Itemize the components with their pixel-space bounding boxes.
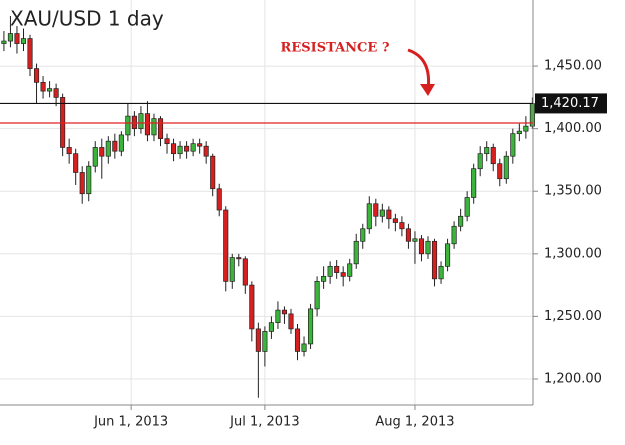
x-tick-label: Jul 1, 2013 <box>229 415 299 430</box>
candle-body <box>138 113 144 130</box>
candle-body <box>418 238 425 255</box>
candle-body <box>516 130 522 135</box>
candle-body <box>288 313 294 330</box>
candle-body <box>1 40 7 44</box>
candle-body <box>33 68 40 83</box>
last-price-label: 1,420.17 <box>541 96 599 111</box>
annotation-arrowhead <box>420 84 435 96</box>
candle-body <box>223 209 229 282</box>
candle-body <box>340 272 346 277</box>
candle-body <box>379 209 385 217</box>
candle-body <box>497 163 503 180</box>
candle-body <box>301 343 307 352</box>
candle-body <box>347 263 353 277</box>
candle-body <box>236 257 242 260</box>
candle-body <box>294 328 301 352</box>
candle-body <box>53 88 59 98</box>
y-tick-label: 1,350.00 <box>544 184 602 199</box>
x-tick-label: Aug 1, 2013 <box>375 415 454 430</box>
candle-body <box>445 243 451 267</box>
y-tick-label: 1,250.00 <box>544 309 602 324</box>
candle-body <box>249 284 255 330</box>
candle-body <box>73 153 79 173</box>
candle-body <box>255 328 261 352</box>
candle-body <box>477 153 483 170</box>
candle-body <box>203 145 209 157</box>
candle-body <box>308 308 314 345</box>
candle-body <box>184 145 190 152</box>
candle-body <box>405 228 411 242</box>
candle-body <box>27 38 33 69</box>
candle-body <box>125 115 131 136</box>
y-tick-label: 1,300.00 <box>544 246 602 261</box>
candle-body <box>386 209 392 220</box>
candle-body <box>92 147 98 167</box>
candle-body <box>66 147 72 155</box>
candle-body <box>314 280 320 310</box>
y-tick-label: 1,200.00 <box>544 371 602 386</box>
candle-body <box>360 228 366 242</box>
y-tick-label: 1,400.00 <box>544 121 602 136</box>
candle-body <box>471 168 477 198</box>
candle-body <box>523 125 529 132</box>
candle-body <box>399 222 405 230</box>
candle-body <box>216 188 222 211</box>
candle-body <box>210 155 216 190</box>
candle-body <box>47 88 53 92</box>
candle-body <box>262 331 268 352</box>
candle-body <box>373 203 379 217</box>
candle-body <box>353 240 359 265</box>
candle-body <box>490 147 496 165</box>
candle-body <box>190 143 196 152</box>
y-tick-label: 1,450.00 <box>544 59 602 74</box>
candle-body <box>197 143 203 147</box>
candle-body <box>105 140 111 157</box>
candle-body <box>275 309 281 323</box>
candle-body <box>86 165 92 195</box>
candle-body <box>60 97 66 148</box>
candle-body <box>112 140 118 152</box>
candle-body <box>157 118 164 140</box>
candle-body <box>334 265 340 273</box>
candle-body <box>151 118 157 136</box>
candle-body <box>503 155 509 180</box>
candle-body <box>458 215 464 227</box>
candle-body <box>484 147 490 155</box>
candle-body <box>412 238 418 242</box>
candle-body <box>118 134 124 152</box>
candle-body <box>268 322 274 332</box>
plot <box>1 16 535 398</box>
candle-body <box>321 275 327 282</box>
candle-body <box>7 33 13 42</box>
candle-body <box>366 203 372 230</box>
candle-body <box>327 265 333 277</box>
candle-body <box>79 172 85 195</box>
candle-body <box>242 258 248 286</box>
candle-body <box>40 82 46 92</box>
candle-body <box>164 138 170 145</box>
candle-body <box>144 113 151 136</box>
candle-body <box>431 240 438 280</box>
candle-body <box>451 225 457 245</box>
candle-body <box>438 265 444 280</box>
candle-body <box>510 133 516 157</box>
candle-body <box>20 38 27 44</box>
candle-body <box>464 197 470 217</box>
candle-body <box>281 309 288 315</box>
candle-body <box>229 257 235 282</box>
candle-body <box>392 218 398 223</box>
candle-body <box>14 33 20 44</box>
candle-body <box>425 240 431 255</box>
candle-body <box>170 143 177 155</box>
candle-body <box>99 147 105 157</box>
candle-body <box>131 115 137 130</box>
candle-body <box>177 145 183 155</box>
x-tick-label: Jun 1, 2013 <box>93 415 168 430</box>
last-price-box <box>535 93 607 114</box>
annotation: RESISTANCE ? <box>281 41 390 56</box>
chart-title: XAU/USD 1 day <box>10 7 164 31</box>
